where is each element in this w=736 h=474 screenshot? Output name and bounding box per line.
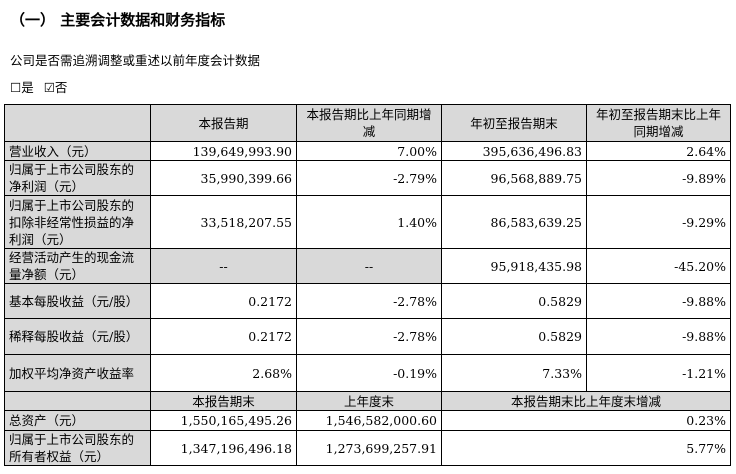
option-yes: ☐是 (10, 80, 34, 95)
cell-value: -9.29% (586, 195, 731, 249)
cell-value: 95,918,435.98 (441, 248, 587, 284)
cell-value: -0.19% (296, 354, 442, 392)
cell-value: 2.64% (586, 141, 731, 161)
table-row: 归属于上市公司股东的净利润（元） 35,990,399.66 -2.79% 96,56… (4, 160, 731, 196)
row-label: 归属于上市公司股东的净利润（元） (4, 160, 151, 196)
column-header: 本报告期末比上年度末增减 (441, 391, 731, 411)
cell-value: -- (150, 248, 297, 284)
table-row: 加权平均净资产收益率 2.68% -0.19% 7.33% -1.21% (4, 354, 731, 392)
cell-value: 86,583,639.25 (441, 195, 587, 249)
table-row: 基本每股收益（元/股） 0.2172 -2.78% 0.5829 -9.88% (4, 283, 731, 319)
cell-value: 2.68% (150, 354, 297, 392)
cell-value: 96,568,889.75 (441, 160, 587, 196)
row-label: 加权平均净资产收益率 (4, 354, 151, 392)
cell-value: 1.40% (296, 195, 442, 249)
cell-value: -1.21% (586, 354, 731, 392)
cell-value: -2.78% (296, 283, 442, 319)
column-header: 本报告期 (150, 104, 297, 142)
cell-value: 33,518,207.55 (150, 195, 297, 249)
cell-value: 395,636,496.83 (441, 141, 587, 161)
cell-value: 1,546,582,000.60 (296, 410, 442, 431)
column-header: 本报告期末 (150, 391, 297, 411)
column-header: 年初至报告期末 (441, 104, 587, 142)
column-header: 本报告期比上年同期增减 (296, 104, 442, 142)
cell-value: -9.88% (586, 283, 731, 319)
cell-value: -2.78% (296, 318, 442, 355)
section-title: （一） 主要会计数据和财务指标 (10, 11, 226, 29)
cell-value: 35,990,399.66 (150, 160, 297, 196)
row-label: 归属于上市公司股东的扣除非经常性损益的净利润（元） (4, 195, 151, 249)
row-label: 营业收入（元） (4, 141, 151, 161)
column-header (4, 391, 151, 411)
column-header: 上年度末 (296, 391, 442, 411)
cell-value: 1,347,196,496.18 (150, 430, 297, 466)
table-row: 归属于上市公司股东的所有者权益（元） 1,347,196,496.18 1,273,… (4, 430, 731, 466)
cell-value: 0.5829 (441, 283, 587, 319)
table-row: 总资产（元） 1,550,165,495.26 1,546,582,000.60 0.… (4, 410, 731, 431)
cell-value: 5.77% (441, 430, 731, 466)
cell-value: -- (296, 248, 442, 284)
cell-value: 139,649,993.90 (150, 141, 297, 161)
financial-data-table: 本报告期 本报告期比上年同期增减 年初至报告期末 年初至报告期末比上年同期增减 营业收入… (4, 104, 731, 466)
column-header (4, 104, 151, 142)
cell-value: 1,273,699,257.91 (296, 430, 442, 466)
column-header: 年初至报告期末比上年同期增减 (586, 104, 731, 142)
option-no: ☑否 (43, 80, 68, 95)
cell-value: 0.23% (441, 410, 731, 431)
cell-value: -45.20% (586, 248, 731, 284)
row-label: 归属于上市公司股东的所有者权益（元） (4, 430, 151, 466)
table-row: 归属于上市公司股东的扣除非经常性损益的净利润（元） 33,518,207.55 1.… (4, 195, 731, 249)
cell-value: -9.88% (586, 318, 731, 355)
cell-value: -2.79% (296, 160, 442, 196)
table-row: 营业收入（元） 139,649,993.90 7.00% 395,636,496.83… (4, 141, 731, 161)
cell-value: 0.5829 (441, 318, 587, 355)
cell-value: -9.89% (586, 160, 731, 196)
restatement-question: 公司是否需追溯调整或重述以前年度会计数据 (10, 53, 261, 68)
table-row: 稀释每股收益（元/股） 0.2172 -2.78% 0.5829 -9.88% (4, 318, 731, 355)
cell-value: 0.2172 (150, 283, 297, 319)
row-label: 基本每股收益（元/股） (4, 283, 151, 319)
row-label: 稀释每股收益（元/股） (4, 318, 151, 355)
cell-value: 7.00% (296, 141, 442, 161)
table-header-row: 本报告期 本报告期比上年同期增减 年初至报告期末 年初至报告期末比上年同期增减 (4, 104, 731, 142)
table-row: 经营活动产生的现金流量净额（元） -- -- 95,918,435.98 -45.20% (4, 248, 731, 284)
table-subheader-row: 本报告期末 上年度末 本报告期末比上年度末增减 (4, 391, 731, 411)
restatement-options: ☐是 ☑否 (10, 77, 67, 96)
cell-value: 7.33% (441, 354, 587, 392)
cell-value: 1,550,165,495.26 (150, 410, 297, 431)
cell-value: 0.2172 (150, 318, 297, 355)
row-label: 总资产（元） (4, 410, 151, 431)
row-label: 经营活动产生的现金流量净额（元） (4, 248, 151, 284)
